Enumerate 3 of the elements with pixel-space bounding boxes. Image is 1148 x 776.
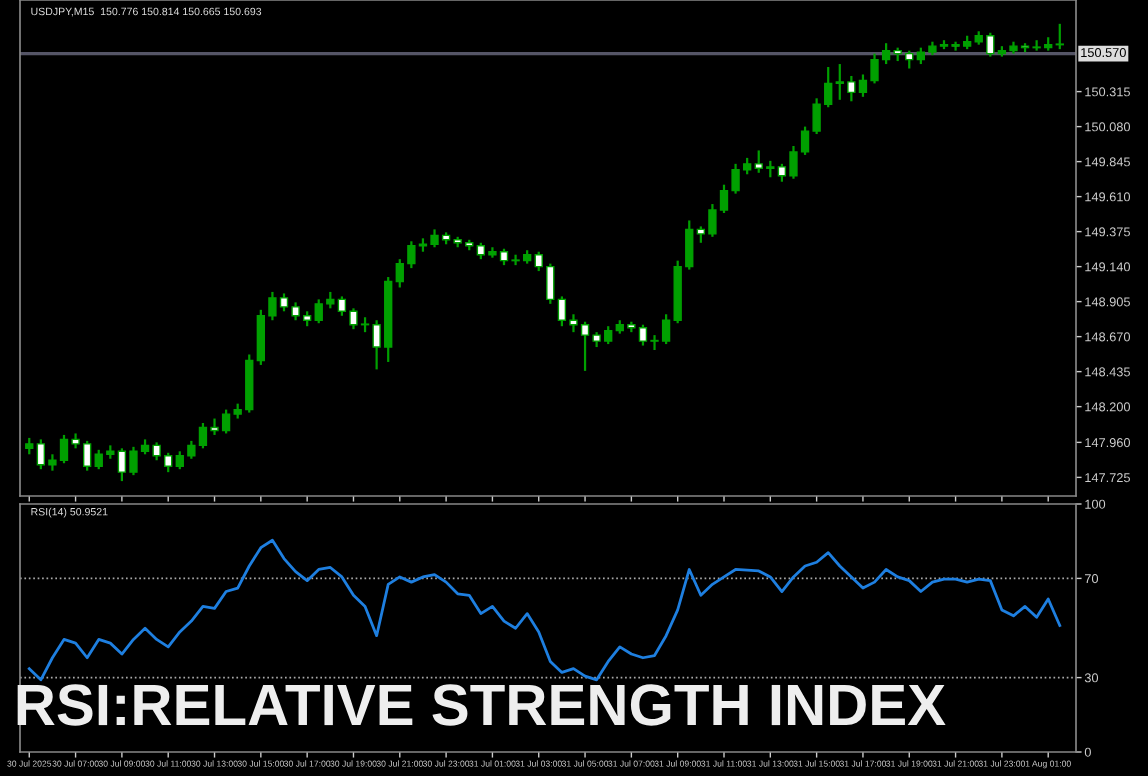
- candlestick: [1055, 22, 1064, 51]
- annotation: RSI:RELATIVE STRENGTH INDEX: [17, 684, 946, 726]
- line-series: [27, 538, 1062, 682]
